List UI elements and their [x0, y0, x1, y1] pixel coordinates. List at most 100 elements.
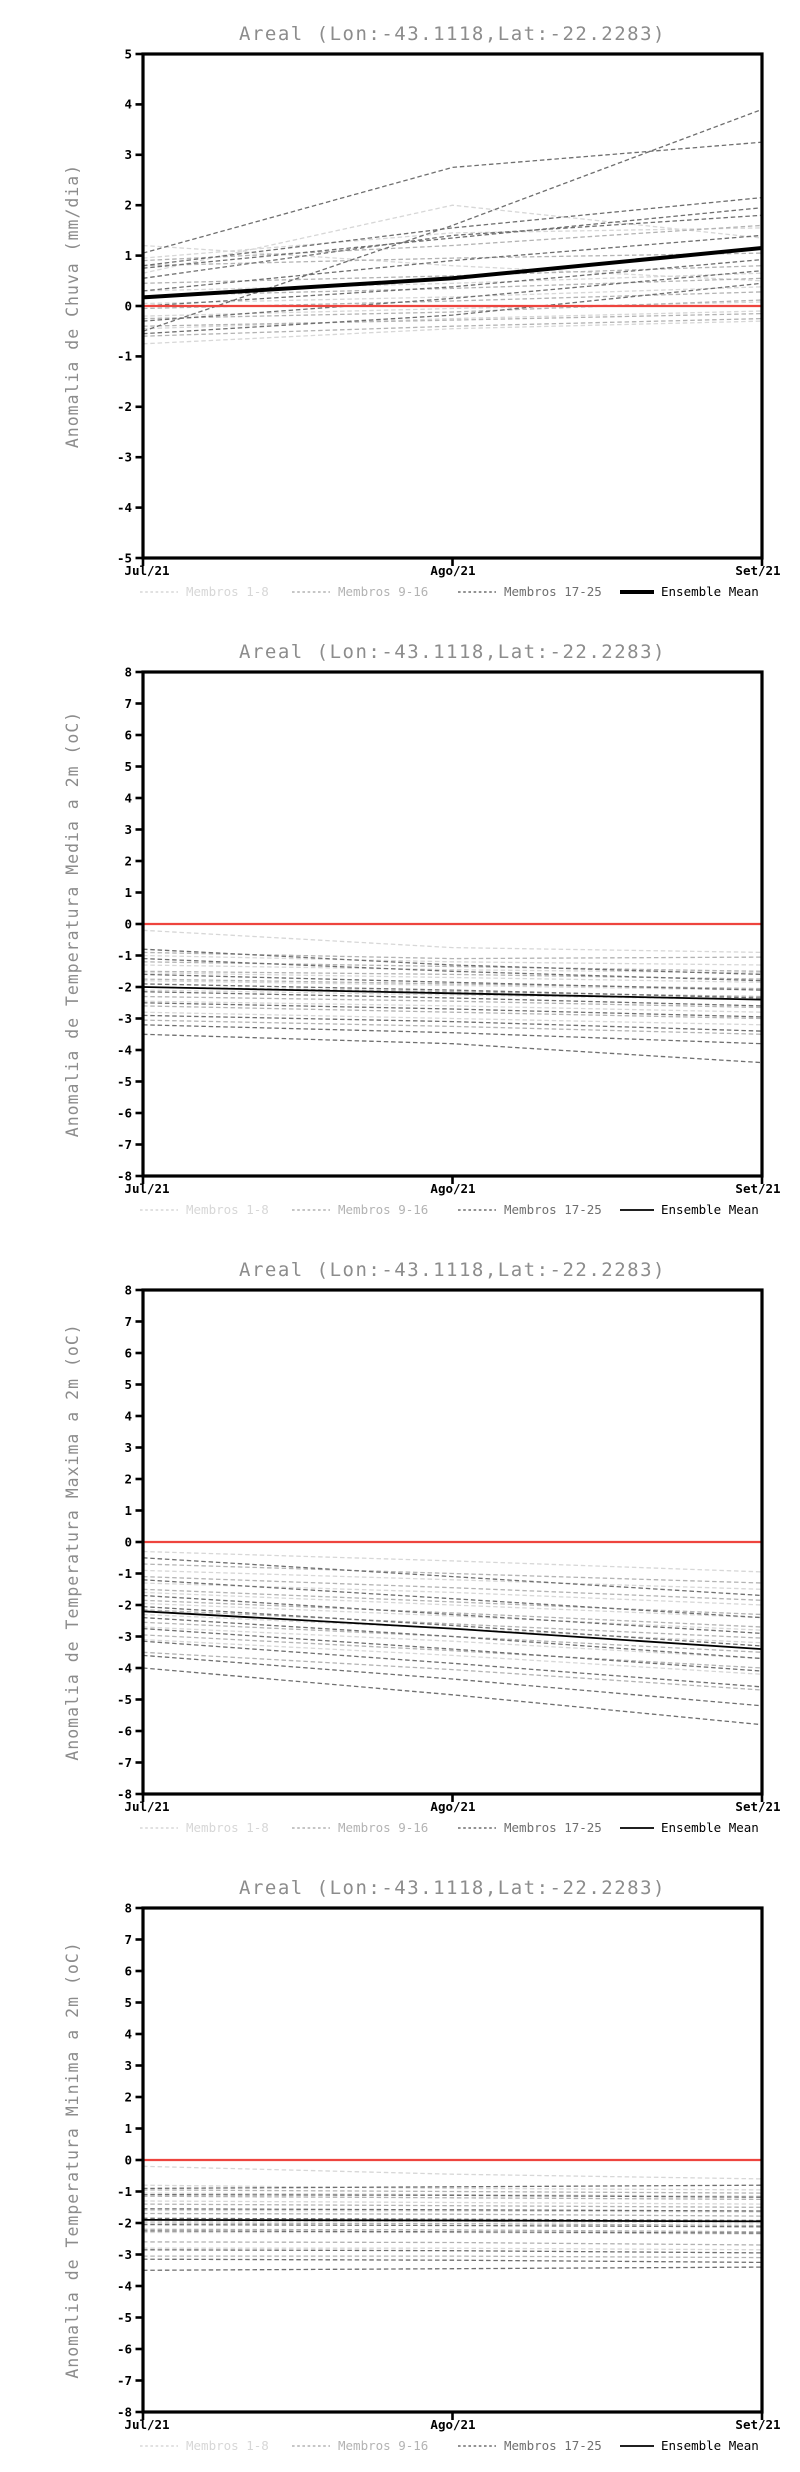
chart-title: Areal (Lon:-43.1118,Lat:-22.2283)	[239, 1259, 666, 1281]
y-tick-label: -6	[117, 1105, 132, 1120]
member-line-group1	[142, 1638, 763, 1675]
member-line-group1	[142, 929, 763, 954]
member-line-group2	[142, 2241, 763, 2246]
x-tick-label: Set/21	[735, 1181, 780, 1196]
y-tick-label: 7	[124, 696, 132, 711]
member-line-group2	[142, 951, 763, 960]
member-line-group1	[142, 320, 763, 345]
member-line-group1	[142, 1550, 763, 1573]
member-line-group3	[142, 1605, 763, 1647]
y-tick-label: -6	[117, 1723, 132, 1738]
member-line-group1	[142, 1591, 763, 1619]
y-axis-label: Anomalia de Temperatura Media a 2m (oC)	[63, 711, 82, 1137]
y-tick-label: 6	[124, 727, 132, 742]
member-line-group1	[142, 2209, 763, 2213]
legend-label-2: Membros 9-16	[338, 2438, 428, 2453]
y-tick-label: 7	[124, 1932, 132, 1947]
legend-label-2: Membros 9-16	[338, 1820, 428, 1835]
member-line-group1	[142, 2200, 763, 2205]
member-line-group3	[142, 1579, 763, 1619]
member-line-group1	[143, 2247, 763, 2251]
y-axis-label: Anomalia de Temperatura Minima a 2m (oC)	[63, 1941, 82, 2378]
y-tick-label: 2	[124, 853, 132, 868]
member-line-group2	[142, 2203, 763, 2208]
y-tick-label: -7	[117, 2373, 132, 2388]
member-line-group1	[142, 204, 763, 274]
y-tick-label: 3	[124, 147, 132, 162]
member-line-group2	[142, 1609, 763, 1639]
y-tick-label: 2	[124, 1471, 132, 1486]
member-line-group2	[142, 1651, 763, 1691]
y-tick-label: 6	[124, 1345, 132, 1360]
member-line-group3	[142, 957, 763, 982]
ensemble-mean-line	[142, 246, 763, 300]
legend-label-4: Ensemble Mean	[661, 1202, 759, 1217]
member-line-group2	[142, 224, 763, 262]
legend-label-1: Membros 1-8	[186, 1820, 269, 1835]
member-line-group2	[142, 2222, 763, 2227]
member-line-group2	[142, 317, 763, 337]
member-line-group2	[142, 252, 763, 267]
y-tick-label: -2	[117, 2215, 132, 2230]
member-line-group2	[142, 2195, 763, 2201]
y-tick-label: 7	[124, 1314, 132, 1329]
y-tick-label: -2	[117, 399, 132, 414]
chart-canvas-chuva: Areal (Lon:-43.1118,Lat:-22.2283) Anomali…	[63, 23, 781, 599]
y-tick-label: -4	[117, 1660, 132, 1675]
y-tick-label: 4	[124, 1408, 132, 1423]
chart-title: Areal (Lon:-43.1118,Lat:-22.2283)	[239, 641, 666, 663]
forecast-panel-temp-media: Areal (Lon:-43.1118,Lat:-22.2283) Anomali…	[0, 618, 800, 1236]
member-line-group2	[142, 299, 763, 320]
member-line-group3	[142, 207, 763, 269]
member-line-group3	[142, 2193, 763, 2198]
y-tick-label: 4	[124, 97, 132, 112]
member-line-group1	[142, 227, 763, 259]
y-tick-label: -8	[117, 2404, 132, 2419]
member-line-group1	[142, 989, 763, 1001]
x-tick-label: Ago/21	[430, 563, 475, 578]
member-line-group1	[142, 2184, 763, 2191]
y-tick-label: -5	[117, 1692, 132, 1707]
member-line-group3	[142, 2208, 763, 2212]
member-line-group3	[142, 991, 763, 1007]
member-line-group1	[142, 980, 763, 991]
forecast-panel-temp-maxima: Areal (Lon:-43.1118,Lat:-22.2283) Anomali…	[0, 1236, 800, 1854]
y-tick-label: -7	[117, 1137, 132, 1152]
y-tick-label: 6	[124, 1963, 132, 1978]
y-tick-label: 0	[124, 916, 132, 931]
legend-label-1: Membros 1-8	[186, 1202, 269, 1217]
y-tick-label: 4	[124, 790, 132, 805]
member-line-group2	[142, 1019, 763, 1035]
x-tick-label: Ago/21	[430, 2417, 475, 2432]
chart-canvas-temp-media: Areal (Lon:-43.1118,Lat:-22.2283) Anomali…	[63, 641, 781, 1217]
y-tick-label: -5	[117, 2310, 132, 2325]
y-tick-label: -3	[117, 1629, 132, 1644]
member-line-group3	[142, 258, 763, 307]
y-tick-label: 3	[124, 822, 132, 837]
member-line-group3	[142, 1594, 763, 1635]
y-tick-label: 0	[124, 298, 132, 313]
member-line-group3	[142, 214, 763, 279]
x-tick-label: Ago/21	[430, 1181, 475, 1196]
member-line-group1	[142, 1602, 763, 1631]
y-tick-label: -4	[117, 1042, 132, 1057]
y-tick-label: -3	[117, 1011, 132, 1026]
member-line-group2	[142, 2228, 763, 2233]
member-line-group1	[142, 964, 763, 974]
member-line-group3	[142, 1024, 763, 1045]
y-tick-label: 3	[124, 2058, 132, 2073]
x-tick-label: Ago/21	[430, 1799, 475, 1814]
y-axis-label: Anomalia de Temperatura Maxima a 2m (oC)	[63, 1323, 82, 1760]
legend-label-3: Membros 17-25	[504, 2438, 602, 2453]
y-tick-label: 5	[124, 1377, 132, 1392]
member-line-group1	[142, 286, 763, 305]
member-line-group3	[142, 1002, 763, 1018]
legend-label-1: Membros 1-8	[186, 584, 269, 599]
legend-label-3: Membros 17-25	[504, 1820, 602, 1835]
x-tick-label: Jul/21	[124, 1181, 169, 1196]
member-line-group2	[142, 277, 763, 297]
member-line-group1	[142, 1569, 763, 1590]
y-tick-label: 1	[124, 885, 132, 900]
member-line-group3	[142, 270, 763, 322]
y-tick-label: -1	[117, 349, 132, 364]
